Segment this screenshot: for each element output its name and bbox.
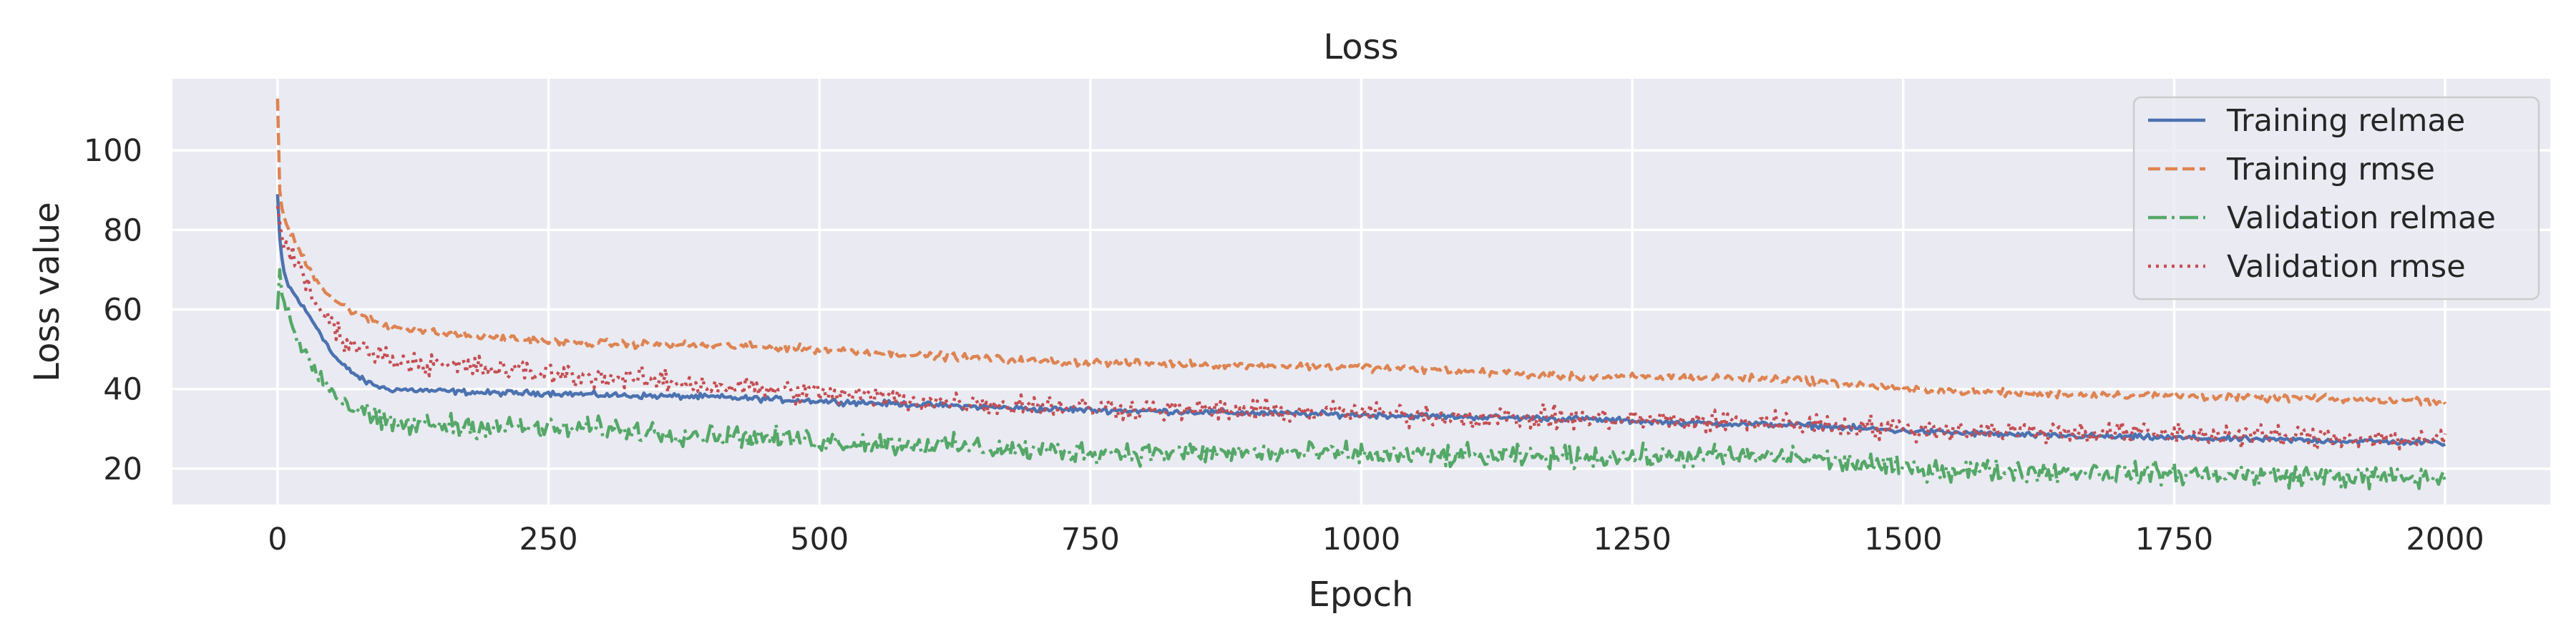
chart-title: Loss xyxy=(1323,27,1398,67)
x-axis-label: Epoch xyxy=(1309,575,1414,615)
legend: Training relmae Training rmse Validation r… xyxy=(2132,96,2540,301)
legend-box xyxy=(2132,96,2540,301)
x-tick-label: 0 xyxy=(268,522,287,557)
x-tick-label: 250 xyxy=(519,522,578,557)
y-axis-label: Loss value xyxy=(27,202,67,382)
x-tick-label: 500 xyxy=(790,522,849,557)
legend-label: Training rmse xyxy=(2226,152,2435,187)
y-axis-ticks: 20 40 60 80 100 xyxy=(84,133,142,487)
y-tick-label: 20 xyxy=(103,452,142,487)
series-layer xyxy=(275,98,2447,491)
series-line-4 xyxy=(275,205,2447,452)
x-tick-label: 1250 xyxy=(1593,522,1671,557)
legend-label: Validation relmae xyxy=(2227,200,2496,236)
x-tick-label: 1750 xyxy=(2135,522,2213,557)
series-line-2 xyxy=(275,98,2447,407)
legend-label: Training relmae xyxy=(2226,103,2465,139)
x-axis-ticks: 0 250 500 750 1000 1250 1500 1750 2000 xyxy=(268,522,2484,557)
legend-label: Validation rmse xyxy=(2227,249,2466,285)
y-tick-label: 60 xyxy=(103,293,142,328)
series-line-3 xyxy=(275,268,2447,491)
x-tick-label: 750 xyxy=(1061,522,1120,557)
y-tick-label: 80 xyxy=(103,213,142,248)
x-tick-label: 2000 xyxy=(2406,522,2484,557)
y-tick-label: 40 xyxy=(103,372,142,408)
y-tick-label: 100 xyxy=(84,133,142,169)
x-tick-label: 1000 xyxy=(1322,522,1400,557)
x-tick-label: 1500 xyxy=(1864,522,1942,557)
